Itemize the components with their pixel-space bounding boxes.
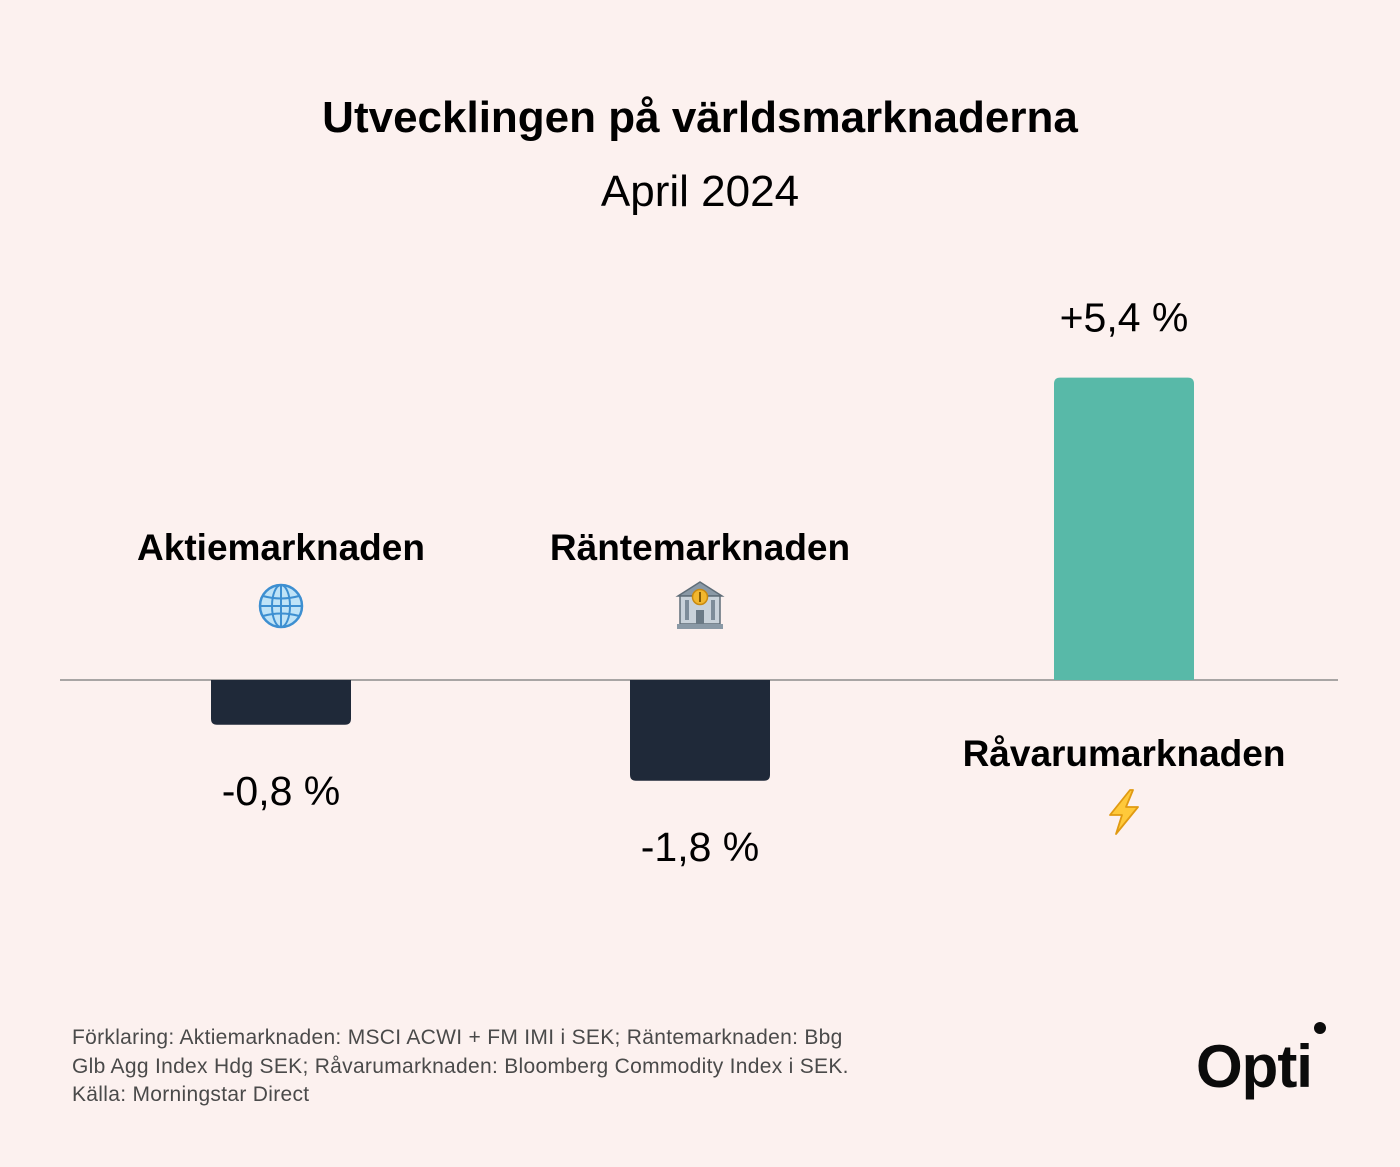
- chart-subtitle: April 2024: [601, 167, 799, 216]
- category-label-2: Räntemarknaden: [550, 527, 850, 568]
- globe-icon: [258, 583, 304, 629]
- bank-icon: [675, 581, 725, 629]
- bar-chart: Utvecklingen på världsmarknaderna April …: [60, 93, 1338, 870]
- opti-logo: Opti: [1196, 1016, 1336, 1106]
- value-label-3: +5,4 %: [1060, 295, 1189, 341]
- category-label-1: Aktiemarknaden: [137, 527, 425, 568]
- bar-3: [1054, 377, 1194, 680]
- value-label-2: -1,8 %: [641, 824, 760, 870]
- category-label-3: Råvarumarknaden: [963, 733, 1286, 774]
- lightning-icon: [1109, 789, 1139, 835]
- bar-1: [211, 680, 351, 725]
- chart-marks: -0,8 % Aktiemarknaden -1,8 % Räntemarknaden…: [137, 295, 1285, 870]
- logo-text: Opti: [1196, 1033, 1313, 1100]
- footnote-line-2: Glb Agg Index Hdg SEK; Råvarumarknaden: …: [72, 1054, 849, 1078]
- bar-2: [630, 680, 770, 781]
- value-label-1: -0,8 %: [222, 768, 341, 814]
- footnote: Förklaring: Aktiemarknaden: MSCI ACWI + …: [72, 1024, 1072, 1110]
- footnote-line-3: Källa: Morningstar Direct: [72, 1083, 310, 1106]
- chart-title: Utvecklingen på världsmarknaderna: [322, 93, 1078, 142]
- logo-dot: [1314, 1022, 1326, 1034]
- footnote-line-1: Förklaring: Aktiemarknaden: MSCI ACWI + …: [72, 1026, 843, 1049]
